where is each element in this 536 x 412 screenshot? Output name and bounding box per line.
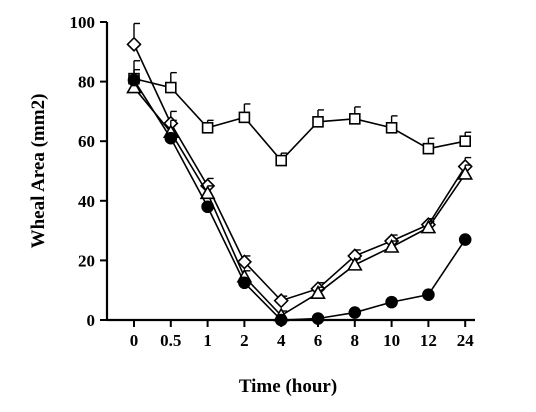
series-triangle-open bbox=[126, 68, 474, 322]
data-point-square bbox=[165, 81, 177, 94]
data-point-square bbox=[201, 121, 214, 134]
series-diamond-open bbox=[126, 22, 473, 309]
series-circle-filled bbox=[127, 73, 472, 327]
data-point-triangle bbox=[383, 238, 400, 253]
data-point-square bbox=[459, 135, 472, 147]
data-point-diamond bbox=[236, 254, 253, 270]
x-tick-label: 0 bbox=[130, 331, 139, 350]
y-tick-label: 0 bbox=[87, 311, 96, 330]
data-point-circle bbox=[274, 313, 288, 327]
series-line bbox=[133, 87, 466, 317]
x-tick-label: 6 bbox=[314, 331, 323, 350]
data-point-circle bbox=[422, 288, 435, 301]
data-point-triangle bbox=[310, 285, 326, 299]
series-line bbox=[133, 77, 466, 162]
data-point-triangle bbox=[346, 256, 363, 271]
data-point-circle bbox=[201, 200, 214, 214]
data-point-circle bbox=[311, 312, 325, 325]
x-ticks: 0 0.5 1 2 4 6 8 10 12 24 bbox=[130, 320, 474, 350]
x-tick-label: 24 bbox=[457, 331, 475, 350]
data-point-square bbox=[275, 154, 288, 167]
data-point-circle bbox=[348, 306, 362, 319]
data-point-square bbox=[422, 142, 435, 155]
y-tick-label: 20 bbox=[78, 251, 95, 270]
data-point-square bbox=[238, 111, 251, 124]
series-line bbox=[133, 79, 466, 321]
data-point-circle bbox=[458, 233, 472, 246]
x-axis-label: Time (hour) bbox=[239, 376, 337, 397]
data-point-triangle bbox=[126, 79, 142, 94]
data-point-square bbox=[385, 121, 398, 134]
y-axis-label: Wheal Area (mm2) bbox=[28, 94, 49, 249]
x-tick-label: 0.5 bbox=[160, 331, 181, 350]
data-point-triangle bbox=[199, 185, 216, 200]
data-point-square bbox=[348, 113, 361, 125]
y-tick-label: 80 bbox=[78, 73, 95, 92]
data-point-square bbox=[312, 116, 324, 128]
plot-area bbox=[126, 22, 474, 327]
data-point-diamond bbox=[126, 36, 142, 52]
data-point-circle bbox=[385, 295, 398, 309]
data-point-diamond bbox=[273, 292, 289, 309]
y-ticks: 0 20 40 60 80 100 bbox=[70, 13, 107, 330]
axes bbox=[105, 22, 475, 322]
data-point-circle bbox=[164, 131, 178, 145]
x-tick-label: 2 bbox=[240, 331, 249, 350]
data-point-circle bbox=[127, 73, 141, 87]
series-square-open bbox=[128, 60, 472, 167]
data-point-circle bbox=[238, 276, 251, 290]
series-line bbox=[133, 44, 466, 302]
x-tick-label: 4 bbox=[277, 331, 286, 350]
x-tick-label: 10 bbox=[383, 331, 400, 350]
x-tick-label: 8 bbox=[351, 331, 360, 350]
y-tick-label: 40 bbox=[78, 192, 95, 211]
data-point-triangle bbox=[420, 219, 437, 234]
y-tick-label: 60 bbox=[78, 132, 95, 151]
y-tick-label: 100 bbox=[70, 13, 96, 32]
data-point-triangle bbox=[457, 165, 474, 180]
x-tick-label: 1 bbox=[203, 331, 212, 350]
x-tick-label: 12 bbox=[420, 331, 437, 350]
